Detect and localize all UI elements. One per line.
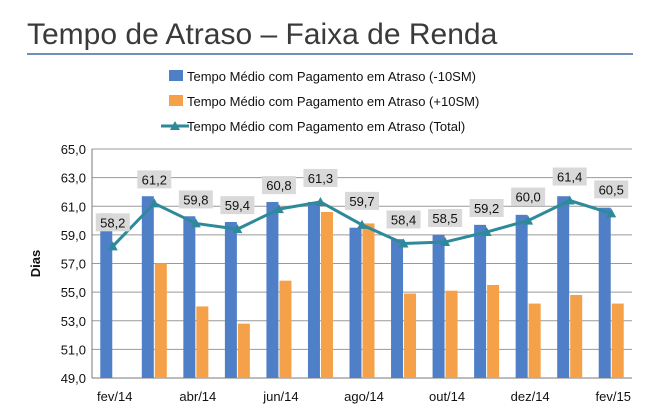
legend-swatch-below-10sm xyxy=(169,70,183,81)
total-marker xyxy=(149,198,160,208)
total-marker xyxy=(606,208,617,218)
bar-above-10sm xyxy=(279,280,292,378)
total-marker xyxy=(107,241,118,251)
y-tick-label: 59,0 xyxy=(61,228,86,243)
data-label-box xyxy=(469,199,504,218)
x-tick-label: fev/15 xyxy=(596,389,631,404)
bar-below-10sm xyxy=(307,201,320,378)
bar-above-10sm xyxy=(404,293,417,378)
y-tick-label: 61,0 xyxy=(61,199,86,214)
data-label: 61,3 xyxy=(308,171,333,186)
y-tick-label: 53,0 xyxy=(61,314,86,329)
total-marker xyxy=(273,204,284,214)
total-marker xyxy=(315,196,326,206)
data-label: 61,4 xyxy=(557,170,582,185)
legend-swatch-above-10sm xyxy=(169,95,183,106)
x-tick-label: abr/14 xyxy=(179,389,216,404)
legend-marker-total xyxy=(170,121,180,130)
bar-below-10sm xyxy=(474,224,487,378)
bar-above-10sm xyxy=(154,263,167,378)
data-label-box xyxy=(220,196,255,215)
bar-above-10sm xyxy=(611,303,624,378)
total-marker xyxy=(398,238,409,248)
data-label-box xyxy=(345,191,379,210)
bar-below-10sm xyxy=(183,216,196,378)
bar-above-10sm xyxy=(570,294,583,378)
total-marker xyxy=(564,195,575,205)
data-label: 60,0 xyxy=(515,190,540,205)
data-label: 59,7 xyxy=(349,194,374,209)
bar-above-10sm xyxy=(237,323,250,378)
x-tick-label: fev/14 xyxy=(97,389,132,404)
data-label: 58,4 xyxy=(391,212,416,227)
title-divider xyxy=(27,53,633,55)
bar-above-10sm xyxy=(320,211,333,378)
y-tick-label: 49,0 xyxy=(61,371,86,386)
bar-above-10sm xyxy=(362,223,375,378)
total-marker xyxy=(232,224,243,234)
bar-below-10sm xyxy=(141,196,154,378)
y-tick-label: 63,0 xyxy=(61,171,86,186)
bar-above-10sm xyxy=(196,306,209,378)
y-axis-title: Dias xyxy=(28,250,43,277)
data-label: 60,5 xyxy=(599,182,624,197)
x-tick-label: jun/14 xyxy=(262,389,298,404)
bar-below-10sm xyxy=(515,214,528,378)
data-label-box xyxy=(261,176,296,195)
x-tick-label: ago/14 xyxy=(344,389,384,404)
y-tick-label: 57,0 xyxy=(61,257,86,272)
bar-below-10sm xyxy=(224,221,237,378)
y-tick-label: 55,0 xyxy=(61,285,86,300)
total-marker xyxy=(523,215,534,225)
data-label: 59,4 xyxy=(225,198,250,213)
total-marker xyxy=(357,219,367,229)
bar-below-10sm xyxy=(100,213,113,378)
bar-above-10sm xyxy=(528,303,541,378)
data-label-box xyxy=(178,190,213,209)
bar-below-10sm xyxy=(432,234,445,378)
bar-below-10sm xyxy=(349,227,362,378)
bar-below-10sm xyxy=(266,201,279,378)
total-marker xyxy=(440,237,451,247)
data-label-box xyxy=(594,180,629,199)
legend-label: Tempo Médio com Pagamento em Atraso (Tot… xyxy=(187,119,465,134)
bar-above-10sm xyxy=(445,290,458,378)
data-label-box xyxy=(511,187,546,206)
data-label-box xyxy=(137,170,172,189)
legend-label: Tempo Médio com Pagamento em Atraso (-10… xyxy=(187,69,476,84)
data-label-box xyxy=(95,213,130,232)
data-label: 61,2 xyxy=(142,172,167,187)
y-tick-label: 65,0 xyxy=(61,142,86,157)
data-label: 60,8 xyxy=(266,178,291,193)
data-label: 59,2 xyxy=(474,201,499,216)
data-label: 59,8 xyxy=(183,192,208,207)
data-label-box xyxy=(552,167,587,186)
data-label-box xyxy=(386,210,421,229)
data-label-box xyxy=(303,168,338,187)
bar-below-10sm xyxy=(391,239,404,378)
x-tick-label: dez/14 xyxy=(511,389,550,404)
legend-label: Tempo Médio com Pagamento em Atraso (+10… xyxy=(187,94,479,109)
page-title: Tempo de Atraso – Faixa de Renda xyxy=(27,18,498,51)
y-tick-label: 51,0 xyxy=(61,342,86,357)
bar-above-10sm xyxy=(487,284,500,378)
data-label: 58,2 xyxy=(100,215,125,230)
bar-below-10sm xyxy=(598,207,611,378)
bar-below-10sm xyxy=(557,196,570,378)
total-marker xyxy=(190,218,201,228)
data-label: 58,5 xyxy=(432,211,457,226)
data-label-box xyxy=(428,209,463,228)
total-marker xyxy=(481,227,492,237)
x-tick-label: out/14 xyxy=(429,389,465,404)
